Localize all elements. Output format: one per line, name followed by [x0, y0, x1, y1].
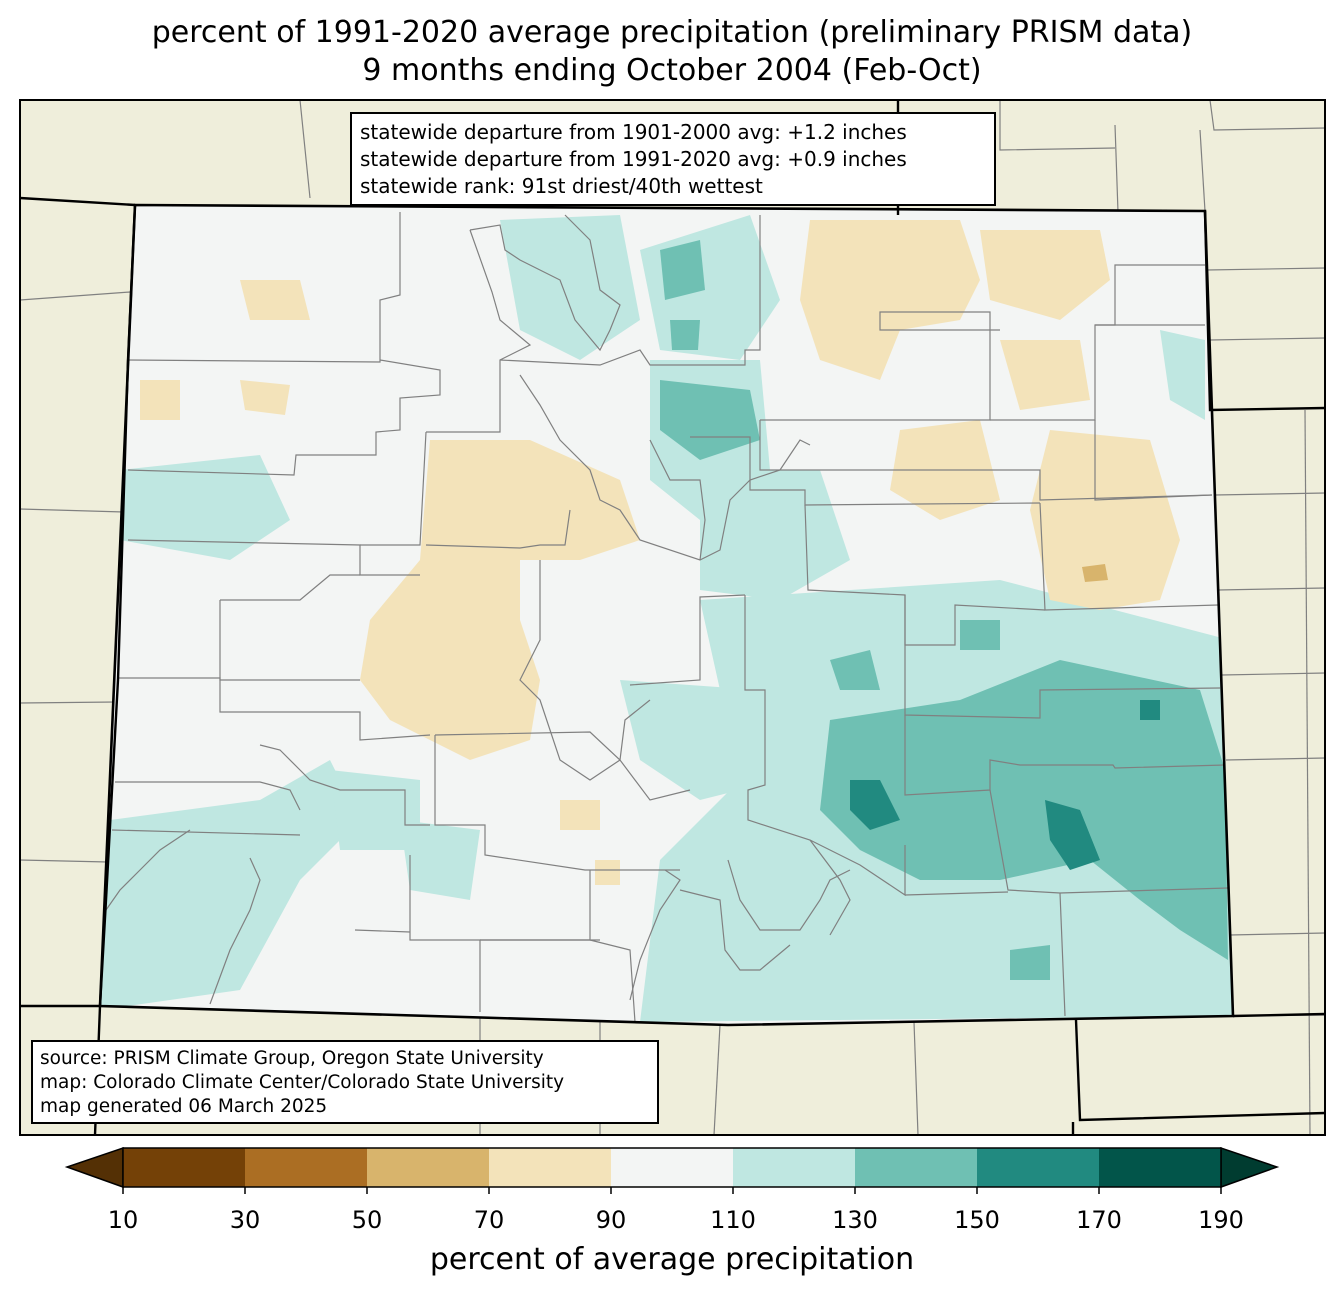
map-title: percent of 1991-2020 average precipitati…: [151, 15, 1193, 50]
map-subtitle: 9 months ending October 2004 (Feb-Oct): [362, 53, 982, 88]
colorbar-segment: [733, 1148, 856, 1187]
colorbar-segment: [977, 1148, 1100, 1187]
colorbar-tick-label: 130: [832, 1206, 878, 1234]
colorbar-label: percent of average precipitation: [429, 1242, 915, 1277]
colorbar-segment: [1099, 1148, 1222, 1187]
colorbar-tick-label: 170: [1076, 1206, 1122, 1234]
source-line-generated: map generated 06 March 2025: [40, 1096, 328, 1117]
colorbar-segment: [855, 1148, 978, 1187]
colorbar-tick-label: 110: [710, 1206, 756, 1234]
map-frame: [19, 99, 1326, 1136]
colorbar: [64, 1146, 1280, 1194]
statewide-stats-box: statewide departure from 1901-2000 avg: …: [350, 112, 996, 206]
source-line-prism: source: PRISM Climate Group, Oregon Stat…: [40, 1048, 544, 1069]
colorado-border: [98, 203, 1235, 1027]
county-lines: [105, 212, 1229, 1023]
precipitation-field: [100, 205, 1233, 1025]
colorbar-tick-label: 70: [473, 1206, 505, 1234]
colorbar-tick-label: 90: [595, 1206, 627, 1234]
source-box: source: PRISM Climate Group, Oregon Stat…: [31, 1040, 659, 1124]
colorbar-segment: [489, 1148, 612, 1187]
colorbar-under-arrow: [64, 1146, 124, 1189]
stats-line-rank: statewide rank: 91st driest/40th wettest: [360, 174, 763, 198]
colorbar-segment: [123, 1148, 246, 1187]
colorbar-segment: [611, 1148, 734, 1187]
colorbar-tick-label: 190: [1198, 1206, 1244, 1234]
colorbar-tick-label: 10: [107, 1206, 139, 1234]
colorbar-over-arrow: [1220, 1146, 1280, 1189]
stats-line-departure-1991-2020: statewide departure from 1991-2020 avg: …: [360, 147, 907, 171]
colorbar-segment: [245, 1148, 368, 1187]
colorbar-tick-label: 50: [351, 1206, 383, 1234]
stats-line-departure-1901-2000: statewide departure from 1901-2000 avg: …: [360, 120, 907, 144]
colorbar-tick-label: 30: [229, 1206, 261, 1234]
colorbar-tick-label: 150: [954, 1206, 1000, 1234]
colorbar-segment: [367, 1148, 490, 1187]
source-line-map: map: Colorado Climate Center/Colorado St…: [40, 1072, 565, 1093]
